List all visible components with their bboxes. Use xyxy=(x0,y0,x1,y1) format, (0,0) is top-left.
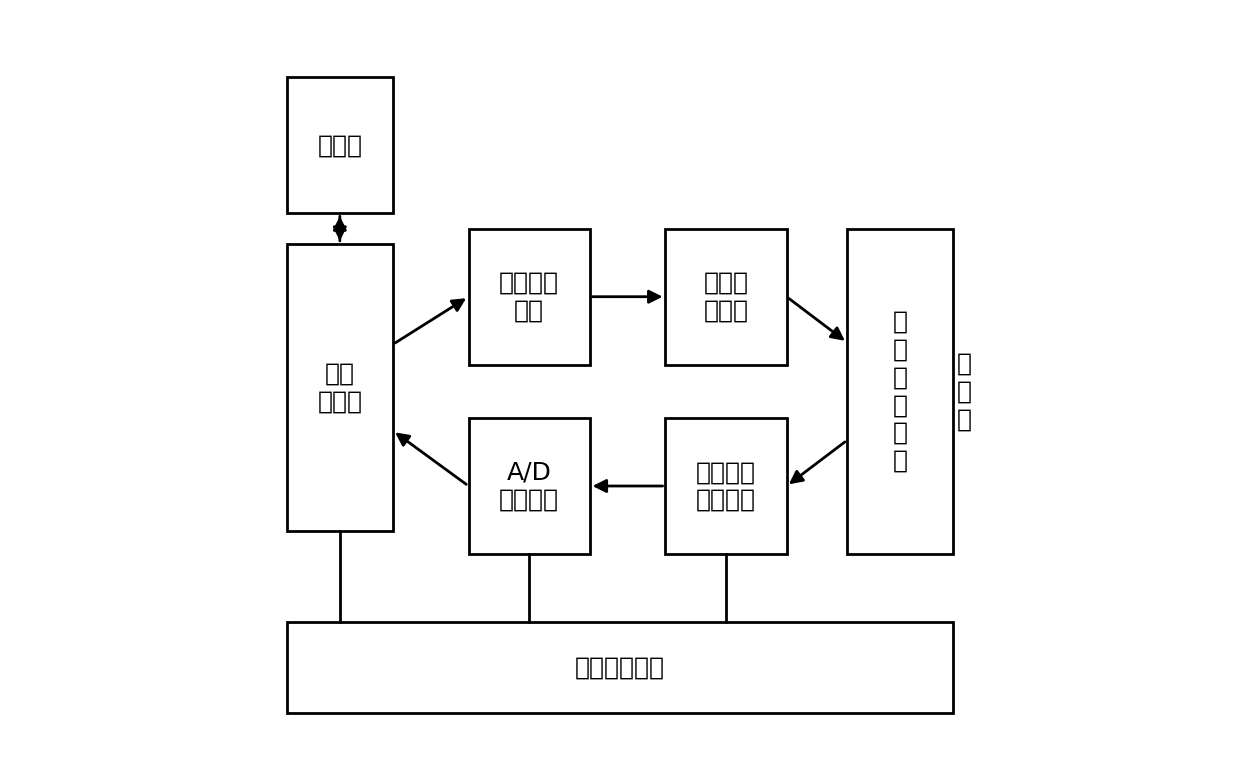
FancyBboxPatch shape xyxy=(286,244,393,531)
Text: 传
感
器: 传 感 器 xyxy=(957,352,972,431)
FancyBboxPatch shape xyxy=(469,229,590,365)
Text: 信号放大
滤波电路: 信号放大 滤波电路 xyxy=(696,460,756,512)
Text: A/D
转换电路: A/D 转换电路 xyxy=(500,460,559,512)
FancyBboxPatch shape xyxy=(847,229,954,554)
FancyBboxPatch shape xyxy=(666,418,786,554)
Text: 信号发生
电路: 信号发生 电路 xyxy=(500,271,559,322)
FancyBboxPatch shape xyxy=(469,418,590,554)
Text: 计算机: 计算机 xyxy=(317,133,362,157)
Text: 控制
处理器: 控制 处理器 xyxy=(317,362,362,413)
Text: 电源管理电路: 电源管理电路 xyxy=(575,656,665,679)
Text: 粉
尘
爆
燃
温
度: 粉 尘 爆 燃 温 度 xyxy=(893,310,908,473)
FancyBboxPatch shape xyxy=(286,77,393,214)
Text: 驱动放
大电路: 驱动放 大电路 xyxy=(703,271,749,322)
FancyBboxPatch shape xyxy=(666,229,786,365)
FancyBboxPatch shape xyxy=(286,622,954,713)
